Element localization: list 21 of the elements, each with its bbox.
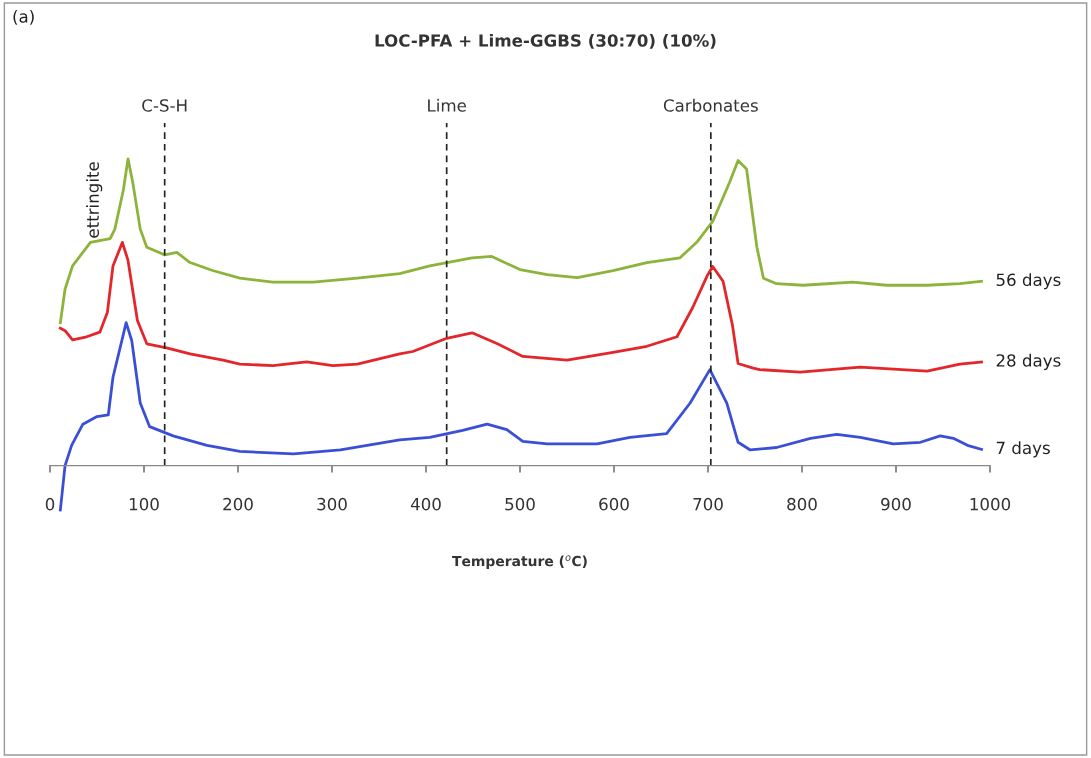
x-tick-label: 400 xyxy=(410,497,441,511)
x-axis-title: Temperature ($^{o}$C) xyxy=(452,555,587,569)
x-tick-label: 0 xyxy=(45,497,55,511)
ref-line-label: Lime xyxy=(428,98,466,112)
series-label: 56 days xyxy=(996,273,1061,290)
series-label: 28 days xyxy=(996,353,1061,370)
x-tick-label: 300 xyxy=(317,497,347,511)
ref-line-label: Carbonates xyxy=(663,98,758,112)
x-tick-label: 900 xyxy=(881,497,911,511)
series-label: 7 days xyxy=(996,441,1050,458)
ref-line-label: C-S-H xyxy=(142,99,187,112)
x-tick-label: 700 xyxy=(693,497,723,511)
x-tick-label: 500 xyxy=(505,497,535,511)
x-tick-label: 800 xyxy=(787,497,817,511)
x-tick-label: 1000 xyxy=(970,497,1011,511)
x-tick-label: 100 xyxy=(129,497,159,511)
text: (a) xyxy=(13,9,34,25)
x-tick-label: 600 xyxy=(599,497,629,511)
annotation: ettringite xyxy=(86,162,103,238)
chart-title: LOC-PFA + Lime-GGBS (30:70) (10%) xyxy=(375,33,716,49)
x-tick-label: 200 xyxy=(223,497,253,511)
